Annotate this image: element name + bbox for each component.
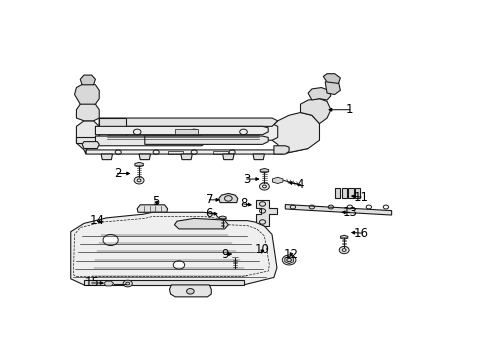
Text: 4: 4 (297, 178, 304, 191)
Polygon shape (325, 79, 341, 94)
Polygon shape (74, 84, 99, 104)
Text: 8: 8 (240, 198, 247, 211)
Bar (213, 151, 228, 153)
Circle shape (218, 227, 227, 234)
Polygon shape (256, 200, 277, 226)
Circle shape (230, 268, 240, 275)
Circle shape (233, 270, 237, 273)
Polygon shape (84, 280, 244, 285)
Text: 15: 15 (84, 276, 99, 289)
Text: 12: 12 (284, 248, 298, 261)
Polygon shape (135, 162, 143, 167)
Polygon shape (341, 235, 348, 239)
Polygon shape (219, 193, 238, 203)
Text: 10: 10 (255, 243, 270, 256)
Polygon shape (99, 123, 278, 140)
Polygon shape (76, 121, 99, 154)
Polygon shape (260, 168, 269, 173)
Circle shape (342, 249, 346, 251)
Text: 13: 13 (343, 206, 357, 219)
Circle shape (260, 183, 270, 190)
Circle shape (103, 234, 118, 246)
Text: 7: 7 (206, 193, 213, 206)
Polygon shape (222, 154, 234, 159)
Polygon shape (219, 216, 226, 220)
Polygon shape (335, 188, 340, 198)
Circle shape (282, 255, 296, 265)
Polygon shape (80, 75, 96, 85)
Circle shape (137, 179, 141, 182)
Text: 16: 16 (354, 226, 369, 240)
Polygon shape (145, 136, 268, 144)
Polygon shape (285, 256, 294, 264)
Polygon shape (231, 255, 239, 259)
Polygon shape (139, 154, 150, 159)
Polygon shape (104, 281, 114, 286)
Bar (168, 151, 183, 153)
Circle shape (134, 177, 144, 184)
Polygon shape (76, 138, 96, 143)
Polygon shape (174, 219, 228, 229)
Polygon shape (323, 74, 341, 84)
Circle shape (123, 280, 132, 287)
Polygon shape (253, 154, 265, 159)
Polygon shape (272, 177, 283, 184)
Text: 5: 5 (152, 195, 160, 208)
Polygon shape (82, 141, 99, 149)
Circle shape (187, 288, 194, 294)
Circle shape (173, 261, 185, 269)
Bar (175, 129, 198, 134)
Polygon shape (342, 188, 347, 198)
Polygon shape (86, 144, 308, 154)
Text: 14: 14 (90, 214, 105, 227)
Polygon shape (285, 204, 392, 215)
Circle shape (253, 247, 267, 257)
Circle shape (256, 250, 264, 255)
Polygon shape (170, 285, 211, 297)
Polygon shape (274, 146, 289, 154)
Polygon shape (272, 112, 319, 154)
Text: 6: 6 (206, 207, 213, 220)
Polygon shape (348, 188, 354, 198)
Polygon shape (96, 126, 268, 135)
Polygon shape (137, 205, 168, 212)
Text: 2: 2 (114, 167, 121, 180)
Text: 1: 1 (346, 103, 354, 116)
Polygon shape (76, 102, 99, 121)
Text: 3: 3 (243, 172, 250, 185)
Circle shape (263, 185, 267, 188)
Polygon shape (300, 99, 331, 123)
Polygon shape (99, 118, 278, 126)
Circle shape (339, 247, 349, 254)
Polygon shape (99, 118, 126, 140)
Text: 11: 11 (354, 190, 369, 203)
Polygon shape (101, 154, 113, 159)
Polygon shape (181, 154, 192, 159)
Polygon shape (71, 212, 277, 285)
Polygon shape (308, 87, 331, 100)
Polygon shape (96, 136, 206, 146)
Polygon shape (355, 188, 361, 198)
Text: 9: 9 (221, 248, 228, 261)
Circle shape (220, 229, 224, 232)
